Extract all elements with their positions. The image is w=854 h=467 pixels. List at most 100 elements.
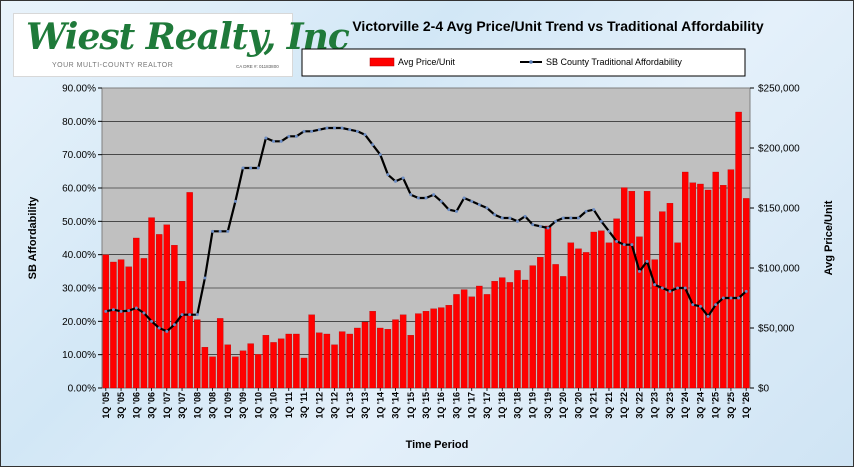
price-bar bbox=[445, 305, 453, 389]
affordability-line bbox=[104, 126, 748, 333]
x-tick-label: 1Q '21 bbox=[589, 392, 599, 419]
affordability-point bbox=[386, 173, 390, 177]
y-right-tick-label: $100,000 bbox=[758, 264, 800, 275]
x-tick-label: 1Q '22 bbox=[619, 392, 629, 419]
x-tick-label: 1Q '07 bbox=[162, 392, 172, 419]
price-bar bbox=[682, 171, 689, 389]
price-bar bbox=[674, 242, 681, 389]
affordability-point bbox=[416, 196, 420, 200]
price-bar bbox=[613, 218, 620, 389]
price-bar bbox=[255, 354, 262, 389]
price-bar bbox=[361, 321, 369, 389]
affordability-point bbox=[180, 313, 184, 317]
affordability-point bbox=[691, 303, 695, 307]
y-right-tick-label: $50,000 bbox=[758, 324, 795, 335]
price-bar bbox=[308, 314, 315, 389]
price-bar bbox=[468, 296, 475, 389]
x-tick-label: 3Q '10 bbox=[269, 392, 279, 419]
affordability-point bbox=[317, 128, 321, 132]
price-bar bbox=[224, 344, 231, 389]
y-axis-left: 0.00% 10.00% 20.00% 30.00% 40.00% 50.00% 60.00… bbox=[62, 84, 102, 395]
affordability-point bbox=[401, 176, 405, 180]
price-bar bbox=[727, 169, 735, 389]
price-bar bbox=[453, 294, 460, 389]
affordability-point bbox=[508, 216, 512, 220]
affordability-point bbox=[737, 296, 741, 300]
affordability-point bbox=[424, 196, 428, 200]
y-right-tick-label: $200,000 bbox=[758, 144, 800, 155]
price-bar bbox=[323, 333, 331, 389]
affordability-point bbox=[454, 209, 458, 213]
affordability-point bbox=[249, 166, 253, 170]
affordability-point bbox=[462, 196, 466, 200]
y-right-tick-label: $250,000 bbox=[758, 84, 800, 95]
x-tick-label: 1Q '14 bbox=[375, 392, 385, 419]
price-bar bbox=[407, 335, 414, 389]
affordability-point bbox=[378, 153, 382, 157]
affordability-point bbox=[470, 199, 474, 203]
x-axis: 1Q '05 3Q '05 1Q '06 3Q '06 1Q '07 3Q '07 1Q '… bbox=[101, 388, 751, 419]
x-tick-label: 1Q '06 bbox=[131, 392, 141, 419]
price-bar bbox=[247, 343, 254, 389]
price-bar bbox=[560, 276, 567, 389]
price-bar bbox=[636, 236, 643, 389]
price-bar bbox=[300, 357, 308, 389]
affordability-point bbox=[287, 134, 291, 138]
x-tick-label: 3Q '21 bbox=[604, 392, 614, 419]
price-bar bbox=[689, 182, 697, 389]
x-tick-label: 3Q '09 bbox=[238, 392, 248, 419]
affordability-point bbox=[546, 226, 550, 230]
price-bar bbox=[155, 234, 163, 389]
x-tick-label: 1Q '15 bbox=[406, 392, 416, 419]
affordability-point bbox=[676, 286, 680, 290]
x-tick-label: 3Q '15 bbox=[421, 392, 431, 419]
x-tick-label: 3Q '16 bbox=[451, 392, 461, 419]
x-tick-label: 3Q '23 bbox=[665, 392, 675, 419]
x-tick-label: 1Q '20 bbox=[558, 392, 568, 419]
price-bar bbox=[415, 313, 422, 389]
price-bar bbox=[270, 342, 277, 389]
price-bar bbox=[384, 329, 392, 389]
price-bar bbox=[720, 185, 727, 389]
x-tick-label: 3Q '07 bbox=[177, 392, 187, 419]
price-bar bbox=[232, 356, 239, 389]
affordability-point bbox=[599, 219, 603, 223]
affordability-point bbox=[325, 126, 329, 130]
affordability-point bbox=[447, 208, 451, 212]
affordability-point bbox=[714, 303, 718, 307]
x-tick-label: 1Q '26 bbox=[741, 392, 751, 419]
x-tick-label: 1Q '11 bbox=[284, 392, 294, 418]
price-bar bbox=[537, 257, 544, 389]
affordability-point bbox=[348, 128, 352, 132]
affordability-point bbox=[333, 126, 337, 130]
x-tick-label: 3Q '20 bbox=[573, 392, 583, 419]
price-bar bbox=[704, 189, 712, 389]
affordability-point bbox=[653, 283, 657, 287]
affordability-point bbox=[706, 314, 710, 318]
x-tick-label: 1Q '19 bbox=[528, 392, 538, 419]
price-bar bbox=[285, 333, 292, 389]
affordability-point bbox=[660, 286, 664, 290]
price-bar bbox=[239, 350, 247, 389]
affordability-point bbox=[531, 223, 535, 227]
price-bar bbox=[598, 230, 605, 389]
affordability-point bbox=[218, 229, 222, 233]
price-bar bbox=[125, 266, 132, 389]
price-bar bbox=[590, 231, 597, 389]
price-bar bbox=[605, 242, 613, 389]
affordability-point bbox=[150, 319, 154, 323]
legend-label-price: Avg Price/Unit bbox=[398, 57, 455, 67]
affordability-point bbox=[645, 259, 649, 263]
x-tick-label: 3Q '22 bbox=[634, 392, 644, 419]
y-right-tick-label: $150,000 bbox=[758, 204, 800, 215]
x-tick-label: 3Q '08 bbox=[208, 392, 218, 419]
price-bar bbox=[369, 311, 376, 389]
affordability-point bbox=[622, 243, 626, 247]
affordability-point bbox=[561, 216, 565, 220]
price-bar bbox=[338, 331, 346, 389]
y-left-tick-label: 10.00% bbox=[62, 350, 96, 361]
price-bar bbox=[476, 285, 483, 389]
x-tick-label: 1Q '10 bbox=[253, 392, 263, 419]
legend-swatch-bar bbox=[369, 57, 395, 67]
